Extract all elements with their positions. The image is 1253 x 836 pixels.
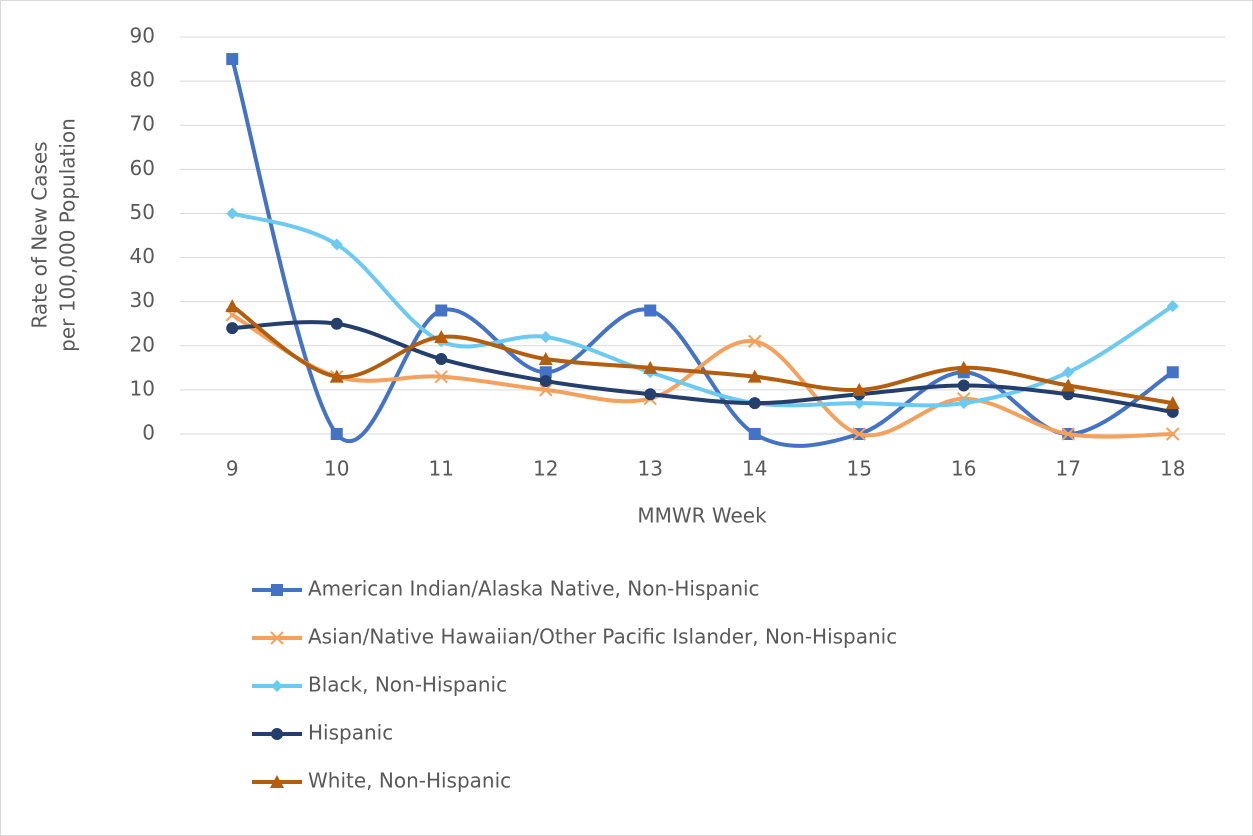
marker xyxy=(435,353,448,366)
y-tick-label: 30 xyxy=(130,288,155,312)
marker xyxy=(1062,366,1075,379)
legend-marker xyxy=(271,728,283,740)
marker xyxy=(748,428,761,440)
legend-marker xyxy=(270,775,284,788)
y-tick-label: 50 xyxy=(130,200,155,224)
marker xyxy=(226,207,239,220)
y-tick-label: 40 xyxy=(130,244,155,268)
legend-marker xyxy=(270,631,284,645)
marker xyxy=(539,330,552,343)
legend-label: Hispanic xyxy=(308,721,393,745)
legend-label: Asian/Native Hawaiian/Other Pacific Isla… xyxy=(308,625,897,649)
marker xyxy=(330,317,343,330)
series-line xyxy=(230,304,1175,406)
marker xyxy=(747,369,762,383)
marker xyxy=(330,428,343,440)
marker xyxy=(748,334,762,349)
y-tick-label: 0 xyxy=(142,421,155,445)
y-tick-label: 90 xyxy=(130,24,155,48)
marker xyxy=(538,352,553,366)
legend-marker xyxy=(271,584,283,596)
legend-label: Black, Non-Hispanic xyxy=(308,673,507,697)
marker xyxy=(435,304,448,317)
x-tick-label: 18 xyxy=(1160,457,1185,481)
marker xyxy=(225,299,240,313)
marker xyxy=(330,238,343,251)
x-axis-title: MMWR Week xyxy=(637,504,767,528)
x-tick-label: 14 xyxy=(742,457,767,481)
marker xyxy=(644,304,657,317)
marker xyxy=(956,360,971,374)
y-axis-title-line: per 100,000 Population xyxy=(56,118,80,352)
y-axis-title: Rate of New Cases per 100,000 Population xyxy=(28,118,80,352)
y-tick-label: 10 xyxy=(130,376,155,400)
marker xyxy=(329,369,344,383)
y-tick-label: 60 xyxy=(130,156,155,180)
marker xyxy=(852,382,867,396)
marker xyxy=(539,375,552,388)
marker xyxy=(434,329,449,343)
series-line xyxy=(230,320,1175,414)
x-tick-label: 13 xyxy=(638,457,663,481)
marker xyxy=(644,388,657,401)
x-tick-label: 16 xyxy=(951,457,976,481)
legend-label: American Indian/Alaska Native, Non-Hispa… xyxy=(308,577,760,601)
x-tick-label: 15 xyxy=(847,457,872,481)
y-axis-title-line: Rate of New Cases xyxy=(28,141,52,328)
x-tick-label: 9 xyxy=(226,457,239,481)
marker xyxy=(434,369,448,384)
marker xyxy=(643,360,658,374)
marker xyxy=(539,366,552,379)
marker xyxy=(748,397,761,410)
y-tick-label: 80 xyxy=(130,68,155,92)
marker xyxy=(852,427,866,441)
legend-label: White, Non-Hispanic xyxy=(308,769,511,793)
x-tick-label: 12 xyxy=(533,457,558,481)
y-tick-label: 70 xyxy=(130,112,155,136)
x-tick-label: 11 xyxy=(429,457,454,481)
x-tick-label: 10 xyxy=(324,457,349,481)
marker xyxy=(853,397,866,410)
marker xyxy=(1061,427,1075,441)
series xyxy=(226,317,1179,418)
marker xyxy=(1166,366,1179,379)
x-tick-label: 17 xyxy=(1056,457,1081,481)
marker xyxy=(957,397,970,410)
legend-marker xyxy=(271,680,283,692)
y-tick-label: 20 xyxy=(130,332,155,356)
marker xyxy=(1165,396,1180,410)
marker xyxy=(1166,300,1179,313)
marker xyxy=(957,379,970,392)
marker xyxy=(1166,427,1180,441)
marker xyxy=(1061,378,1076,392)
marker xyxy=(539,383,553,397)
series xyxy=(225,299,1180,410)
series-line xyxy=(230,312,1175,439)
marker xyxy=(226,53,239,66)
marker xyxy=(226,322,239,335)
